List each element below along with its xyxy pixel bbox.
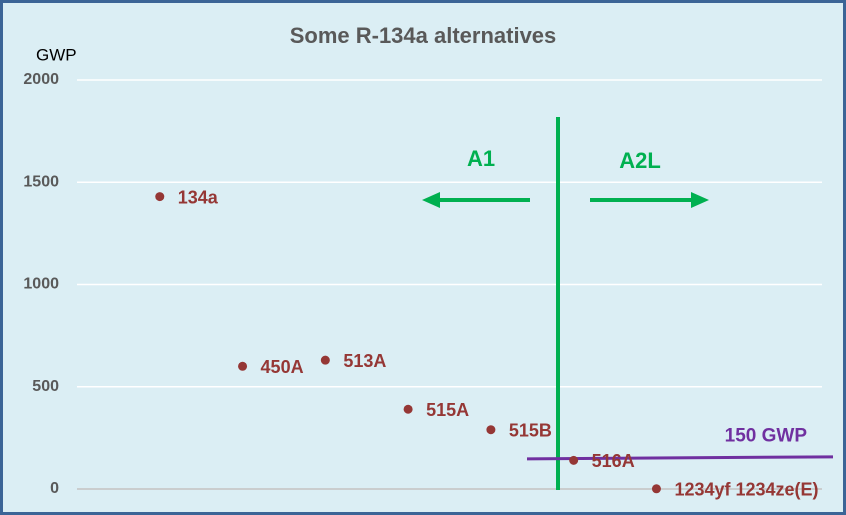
data-point [651, 484, 661, 494]
arrow-right-head [691, 192, 709, 208]
threshold-line [526, 455, 834, 461]
point-label: 450A [261, 357, 304, 377]
annotation: A1 [467, 146, 495, 171]
threshold-label: 150 GWP [725, 425, 808, 446]
y-axis-label: GWP [36, 45, 77, 64]
data-point [155, 192, 165, 202]
y-tick-label: 500 [32, 378, 59, 395]
point-label: 516A [592, 451, 635, 471]
point-label: 1234yf 1234ze(E) [674, 480, 818, 500]
data-point [403, 404, 413, 414]
data-point [238, 361, 248, 371]
y-tick-label: 1500 [23, 173, 59, 190]
y-tick-label: 0 [50, 480, 59, 497]
annotation: A2L [619, 148, 661, 173]
data-point [486, 425, 496, 435]
y-tick-label: 1000 [23, 276, 59, 293]
point-label: 515B [509, 420, 552, 440]
point-label: 515A [426, 400, 469, 420]
chart-title: Some R-134a alternatives [290, 23, 557, 48]
data-point [569, 455, 579, 465]
data-point [320, 355, 330, 365]
point-label: 513A [343, 351, 386, 371]
y-tick-label: 2000 [23, 71, 59, 88]
arrow-left-head [422, 192, 440, 208]
grid [77, 79, 822, 490]
point-label: 134a [178, 187, 219, 207]
